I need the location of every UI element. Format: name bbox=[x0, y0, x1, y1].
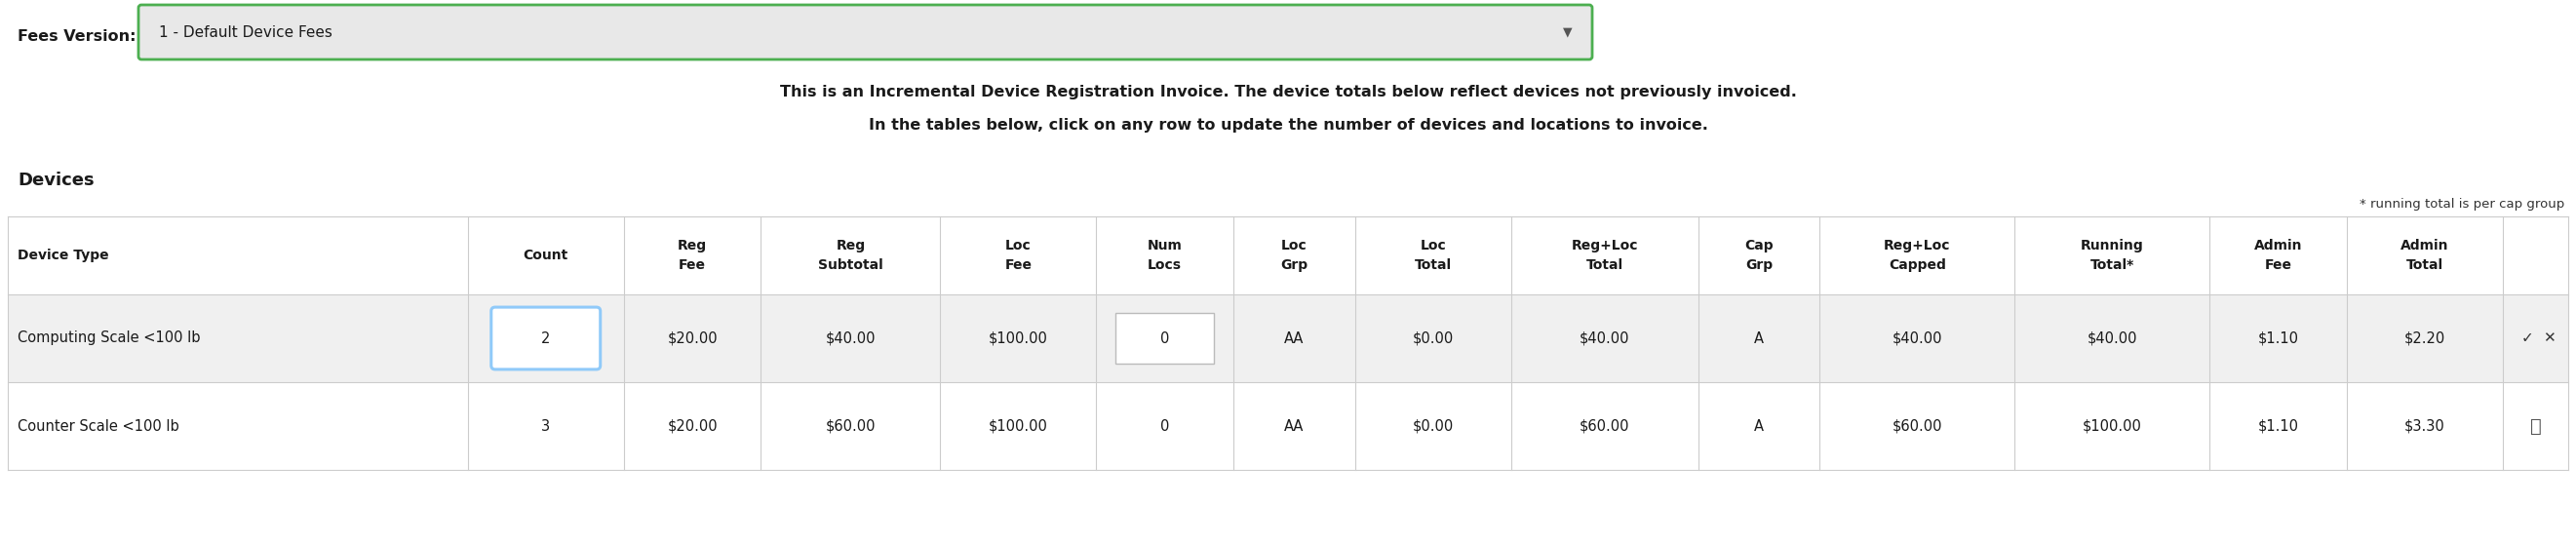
Text: 3: 3 bbox=[541, 419, 551, 433]
Text: $40.00: $40.00 bbox=[2087, 331, 2138, 345]
Text: A: A bbox=[1754, 419, 1765, 433]
Text: $40.00: $40.00 bbox=[824, 331, 876, 345]
Text: Computing Scale <100 lb: Computing Scale <100 lb bbox=[18, 331, 201, 345]
Text: 2: 2 bbox=[541, 331, 551, 345]
Text: Reg
Fee: Reg Fee bbox=[677, 239, 706, 272]
Bar bbox=[1115, 313, 1213, 364]
Text: Loc
Grp: Loc Grp bbox=[1280, 239, 1309, 272]
Bar bbox=[8, 382, 2568, 470]
Text: ▼: ▼ bbox=[1564, 26, 1571, 39]
Text: * running total is per cap group: * running total is per cap group bbox=[2360, 198, 2563, 211]
Text: Admin
Total: Admin Total bbox=[2401, 239, 2450, 272]
Bar bbox=[8, 294, 2568, 382]
Text: Reg
Subtotal: Reg Subtotal bbox=[819, 239, 884, 272]
Text: AA: AA bbox=[1285, 331, 1303, 345]
Text: $60.00: $60.00 bbox=[1893, 419, 1942, 433]
Text: $0.00: $0.00 bbox=[1412, 331, 1453, 345]
Text: 0: 0 bbox=[1159, 331, 1170, 345]
Text: $40.00: $40.00 bbox=[1579, 331, 1631, 345]
Text: 1 - Default Device Fees: 1 - Default Device Fees bbox=[160, 25, 332, 40]
Text: Devices: Devices bbox=[18, 172, 95, 189]
Text: 🗑: 🗑 bbox=[2530, 417, 2540, 435]
Text: $1.10: $1.10 bbox=[2257, 331, 2298, 345]
FancyBboxPatch shape bbox=[139, 5, 1592, 60]
Text: Loc
Fee: Loc Fee bbox=[1005, 239, 1033, 272]
Text: This is an Incremental Device Registration Invoice. The device totals below refl: This is an Incremental Device Registrati… bbox=[781, 85, 1795, 100]
Text: In the tables below, click on any row to update the number of devices and locati: In the tables below, click on any row to… bbox=[868, 117, 1708, 132]
Text: 0: 0 bbox=[1159, 419, 1170, 433]
Text: Loc
Total: Loc Total bbox=[1414, 239, 1453, 272]
Text: $1.10: $1.10 bbox=[2257, 419, 2298, 433]
Text: $60.00: $60.00 bbox=[824, 419, 876, 433]
Text: Admin
Fee: Admin Fee bbox=[2254, 239, 2303, 272]
Text: Num
Locs: Num Locs bbox=[1146, 239, 1182, 272]
Bar bbox=[8, 217, 2568, 294]
Text: Counter Scale <100 lb: Counter Scale <100 lb bbox=[18, 419, 180, 433]
Text: $40.00: $40.00 bbox=[1893, 331, 1942, 345]
Text: Fees Version:: Fees Version: bbox=[18, 30, 137, 45]
Text: Count: Count bbox=[523, 249, 569, 262]
Text: $100.00: $100.00 bbox=[989, 419, 1048, 433]
Text: Reg+Loc
Capped: Reg+Loc Capped bbox=[1883, 239, 1950, 272]
Text: $100.00: $100.00 bbox=[2081, 419, 2141, 433]
Text: ✕: ✕ bbox=[2543, 331, 2555, 345]
FancyBboxPatch shape bbox=[492, 307, 600, 369]
Text: $0.00: $0.00 bbox=[1412, 419, 1453, 433]
Text: $3.30: $3.30 bbox=[2403, 419, 2445, 433]
Text: AA: AA bbox=[1285, 419, 1303, 433]
Text: $60.00: $60.00 bbox=[1579, 419, 1631, 433]
Text: Cap
Grp: Cap Grp bbox=[1744, 239, 1772, 272]
Text: Running
Total*: Running Total* bbox=[2081, 239, 2143, 272]
Text: Reg+Loc
Total: Reg+Loc Total bbox=[1571, 239, 1638, 272]
Text: A: A bbox=[1754, 331, 1765, 345]
Text: $20.00: $20.00 bbox=[667, 419, 719, 433]
Text: $2.20: $2.20 bbox=[2403, 331, 2445, 345]
Text: $100.00: $100.00 bbox=[989, 331, 1048, 345]
Text: $20.00: $20.00 bbox=[667, 331, 719, 345]
Text: ✓: ✓ bbox=[2522, 331, 2535, 345]
Text: Device Type: Device Type bbox=[18, 249, 108, 262]
